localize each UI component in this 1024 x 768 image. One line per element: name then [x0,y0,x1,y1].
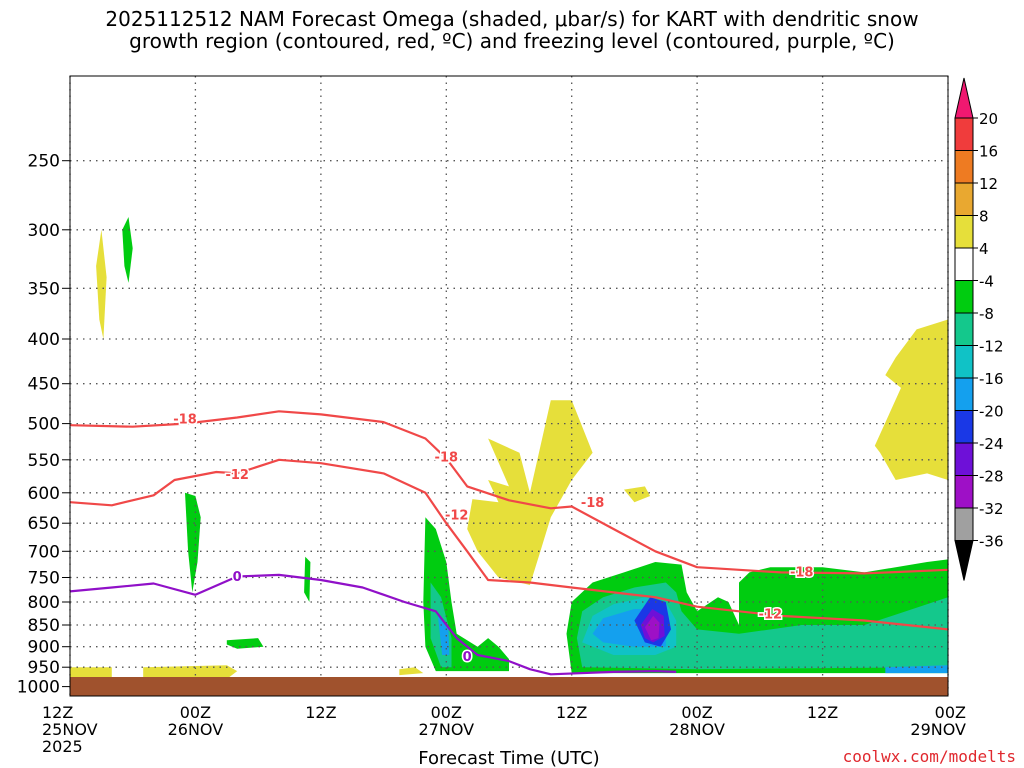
x-tick-label: 00Z [180,703,211,722]
colorbar-label: 8 [979,208,989,226]
colorbar-label: -8 [979,305,994,323]
colorbar-segment [954,150,974,184]
x-tick-label: 12Z [305,703,336,722]
x-tick-label: 00Z [935,703,966,722]
colorbar-label: -20 [979,403,1004,421]
contour-label: -12 [445,508,469,523]
colorbar-segment [954,442,974,476]
omega-region [467,400,593,585]
y-tick-label: 300 [28,221,60,241]
y-tick-label: 500 [28,415,60,435]
x-tick-label: 12Z [42,703,73,722]
colorbar-label: 16 [979,143,998,161]
colorbar-label: 12 [979,175,998,193]
y-axis-tick-labels: 2503003504004505005506006507007508008509… [17,152,70,698]
dendritic-growth-contour [70,458,948,631]
omega-region [185,492,201,593]
colorbar-segment [954,410,974,444]
colorbar-segment [954,182,974,216]
colorbar-segment [954,345,974,379]
x-tick-label: 29NOV [910,720,966,739]
chart-title-line-2: growth region (contoured, red, ºC) and f… [129,29,895,53]
contour-label: -18 [173,412,197,427]
contour-label: -18 [435,450,459,465]
x-tick-label: 26NOV [168,720,224,739]
colorbar-segment [954,312,974,346]
colorbar-segment [954,507,974,541]
colorbar-label: -32 [979,500,1004,518]
y-tick-label: 900 [28,638,60,658]
y-tick-label: 650 [28,514,60,534]
omega-region [96,229,107,339]
y-tick-label: 600 [28,484,60,504]
colorbar-label: -24 [979,435,1004,453]
colorbar-segment [954,215,974,249]
contour-label: -18 [581,496,605,511]
y-tick-label: 950 [28,658,60,678]
colorbar-label: -4 [979,273,994,291]
colorbar-segment [954,377,974,411]
y-tick-label: 250 [28,152,60,172]
omega-region [885,665,948,674]
omega-region [122,217,133,283]
colorbar-segment [954,117,974,151]
y-tick-label: 350 [28,279,60,299]
omega-region [874,319,948,480]
colorbar-label: 4 [979,240,989,258]
y-tick-label: 550 [28,451,60,471]
x-tick-label: 00Z [431,703,462,722]
omega-region [143,665,238,679]
x-tick-label: 25NOV [42,720,98,739]
y-tick-label: 700 [28,542,60,562]
contour-labels: -18 -18 -18 -18 -12 -12 -12 0 0 [172,411,815,667]
colorbar-segment [954,280,974,314]
omega-region [644,615,660,641]
y-tick-label: 750 [28,569,60,589]
x-tick-label: 00Z [681,703,712,722]
colorbar-segment [954,247,974,281]
contour-label: 0 [463,650,472,665]
omega-region [70,667,112,677]
colorbar: 20 16 12 8 4 -4 -8 -12 -16 -20 -24 -28 -32 -36 [954,77,1004,581]
credit-text: coolwx.com/modelts [842,747,1016,766]
x-tick-label: 28NOV [669,720,725,739]
contour-label: -12 [759,608,783,623]
colorbar-label: -36 [979,533,1004,551]
chart-title: 2025112512 NAM Forecast Omega (shaded, μ… [0,8,1024,52]
colorbar-label: -28 [979,468,1004,486]
contour-label: -12 [225,468,249,483]
colorbar-bottom-arrow [954,540,974,581]
colorbar-label: -16 [979,370,1004,388]
y-tick-label: 800 [28,593,60,613]
y-tick-label: 450 [28,375,60,395]
y-tick-label: 850 [28,616,60,636]
freezing-level-contour [70,573,677,676]
colorbar-label: 20 [979,110,998,128]
omega-region [226,638,264,649]
omega-region [437,615,450,655]
surface-terrain [70,677,948,696]
colorbar-top-arrow [954,77,974,119]
chart-title-line-1: 2025112512 NAM Forecast Omega (shaded, μ… [105,7,919,31]
x-tick-label: 27NOV [419,720,475,739]
contour-label: 0 [233,570,242,585]
x-tick-label: 12Z [556,703,587,722]
omega-region [399,667,424,676]
x-tick-label: 2025 [42,737,83,756]
contour-label: -18 [790,565,814,580]
omega-shaded-regions [70,217,948,679]
plot-frame [69,75,949,697]
colorbar-segment [954,475,974,509]
omega-region [624,486,651,503]
surface-terrain-fill [70,677,948,696]
y-tick-label: 1000 [17,678,60,698]
colorbar-label: -12 [979,338,1004,356]
temperature-contours [70,410,948,676]
dendritic-growth-contour [70,410,948,575]
x-tick-label: 12Z [807,703,838,722]
x-axis-label: Forecast Time (UTC) [418,748,599,768]
y-tick-label: 400 [28,330,60,350]
